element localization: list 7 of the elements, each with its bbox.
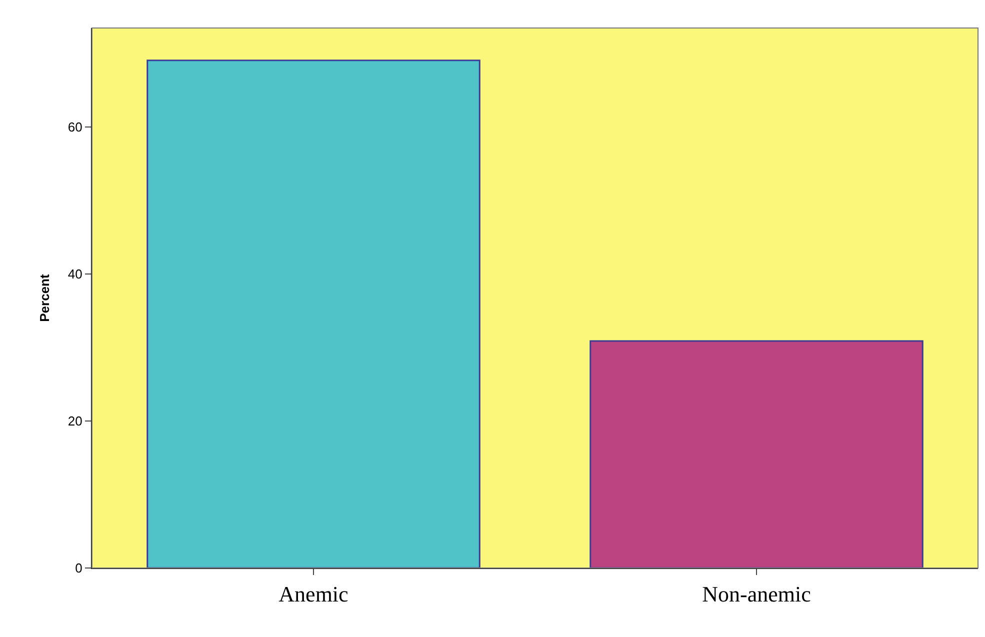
y-tick-label: 60 [68,120,82,135]
x-tick-label: Non-anemic [702,581,812,606]
y-tick-label: 40 [68,266,82,282]
x-tick-label: Anemic [278,581,349,606]
y-tick-label: 20 [68,414,82,429]
y-axis-title: Percent [36,273,52,322]
y-tick-label: 0 [75,560,82,576]
